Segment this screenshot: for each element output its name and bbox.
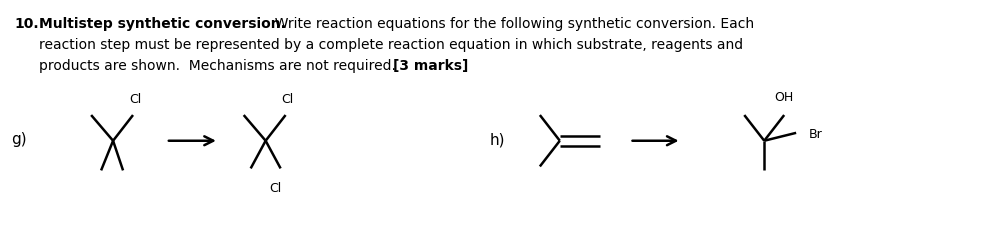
Text: 10.: 10. <box>15 17 39 31</box>
Text: reaction step must be represented by a complete reaction equation in which subst: reaction step must be represented by a c… <box>40 38 743 52</box>
Text: Cl: Cl <box>270 182 282 195</box>
Text: h): h) <box>490 132 506 147</box>
Text: Write reaction equations for the following synthetic conversion. Each: Write reaction equations for the followi… <box>266 17 754 31</box>
Text: Cl: Cl <box>128 93 141 106</box>
Text: products are shown.  Mechanisms are not required.: products are shown. Mechanisms are not r… <box>40 59 405 73</box>
Text: Br: Br <box>809 128 823 141</box>
Text: Multistep synthetic conversion.: Multistep synthetic conversion. <box>40 17 287 31</box>
Text: OH: OH <box>775 91 793 104</box>
Text: [3 marks]: [3 marks] <box>393 59 468 73</box>
Text: Cl: Cl <box>282 93 293 106</box>
Text: g): g) <box>11 132 27 147</box>
